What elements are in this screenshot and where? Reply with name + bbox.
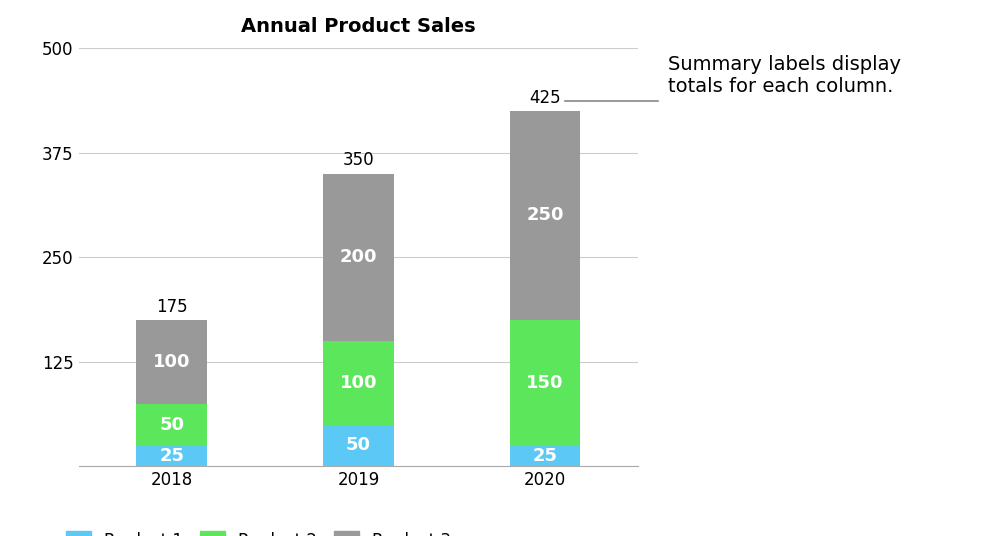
Bar [510, 320, 580, 445]
Text: 250: 250 [526, 206, 564, 225]
Text: 150: 150 [526, 374, 564, 392]
Text: 350: 350 [343, 152, 374, 169]
Bar [323, 174, 394, 341]
Text: Summary labels display
totals for each column.: Summary labels display totals for each c… [668, 55, 900, 96]
Legend: Product 1, Product 2, Product 3: Product 1, Product 2, Product 3 [59, 525, 458, 536]
Text: 100: 100 [153, 353, 191, 371]
Bar [510, 445, 580, 466]
Title: Annual Product Sales: Annual Product Sales [242, 17, 475, 35]
Bar [323, 341, 394, 425]
Bar [323, 425, 394, 466]
Text: 25: 25 [532, 447, 558, 465]
Text: 50: 50 [346, 436, 371, 455]
Bar [510, 111, 580, 320]
Text: 50: 50 [159, 415, 185, 434]
Text: 425: 425 [529, 89, 561, 107]
Text: 100: 100 [340, 374, 377, 392]
Bar [136, 320, 207, 404]
Text: 175: 175 [156, 298, 188, 316]
Text: 200: 200 [340, 248, 377, 266]
Text: 25: 25 [159, 447, 185, 465]
Bar [136, 404, 207, 445]
Bar [136, 445, 207, 466]
